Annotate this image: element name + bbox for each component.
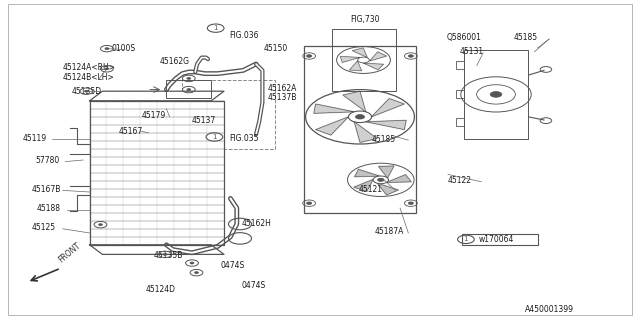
Text: 45167: 45167 bbox=[118, 127, 143, 136]
Text: 45187A: 45187A bbox=[374, 228, 404, 236]
Text: 45119: 45119 bbox=[22, 134, 47, 143]
Text: 0474S: 0474S bbox=[221, 261, 245, 270]
Bar bbox=[464, 50, 528, 139]
Text: 45135B: 45135B bbox=[154, 252, 183, 260]
Text: 57780: 57780 bbox=[35, 156, 60, 165]
Text: 1: 1 bbox=[463, 236, 468, 242]
Text: 45150: 45150 bbox=[264, 44, 288, 53]
Polygon shape bbox=[355, 169, 380, 177]
Text: 1: 1 bbox=[213, 25, 218, 31]
Text: FRONT: FRONT bbox=[56, 241, 82, 265]
Text: 45122: 45122 bbox=[448, 176, 472, 185]
Text: 1: 1 bbox=[212, 134, 217, 140]
Circle shape bbox=[408, 202, 413, 204]
Bar bbox=[456, 61, 464, 69]
Circle shape bbox=[356, 115, 365, 119]
Text: 45137: 45137 bbox=[192, 116, 216, 124]
Text: 45131: 45131 bbox=[460, 47, 484, 56]
Polygon shape bbox=[364, 63, 383, 70]
Polygon shape bbox=[366, 120, 406, 130]
Text: 0474S: 0474S bbox=[242, 281, 266, 290]
Circle shape bbox=[490, 92, 502, 97]
Text: 45135D: 45135D bbox=[72, 87, 102, 96]
Bar bbox=[166, 80, 211, 98]
Circle shape bbox=[105, 68, 109, 70]
Bar bbox=[182, 80, 275, 149]
Text: 45162A: 45162A bbox=[268, 84, 297, 92]
Polygon shape bbox=[340, 56, 360, 62]
Bar bbox=[462, 234, 538, 245]
Bar bbox=[304, 46, 416, 213]
Text: 45185: 45185 bbox=[513, 33, 538, 42]
Polygon shape bbox=[314, 104, 355, 113]
Text: Q586001: Q586001 bbox=[447, 33, 481, 42]
Polygon shape bbox=[90, 245, 224, 254]
Circle shape bbox=[190, 262, 194, 264]
Polygon shape bbox=[355, 122, 377, 142]
Circle shape bbox=[99, 224, 102, 226]
Polygon shape bbox=[354, 179, 373, 191]
Circle shape bbox=[105, 48, 109, 50]
Text: 45124D: 45124D bbox=[146, 285, 176, 294]
Text: 45124B<LH>: 45124B<LH> bbox=[63, 73, 115, 82]
Bar bbox=[332, 29, 396, 91]
Polygon shape bbox=[387, 175, 412, 182]
Circle shape bbox=[307, 55, 312, 57]
Polygon shape bbox=[316, 117, 349, 135]
Polygon shape bbox=[349, 61, 362, 71]
Polygon shape bbox=[370, 52, 387, 61]
Circle shape bbox=[358, 57, 369, 63]
Text: 45124A<RH>: 45124A<RH> bbox=[63, 63, 116, 72]
Circle shape bbox=[187, 89, 191, 91]
Text: FIG.035: FIG.035 bbox=[229, 134, 259, 143]
Text: FIG.036: FIG.036 bbox=[229, 31, 259, 40]
Text: 45167B: 45167B bbox=[32, 185, 61, 194]
Polygon shape bbox=[90, 101, 224, 245]
Circle shape bbox=[187, 77, 191, 79]
Polygon shape bbox=[371, 99, 404, 117]
Circle shape bbox=[163, 253, 167, 255]
Circle shape bbox=[307, 202, 312, 204]
Text: A450001399: A450001399 bbox=[525, 305, 574, 314]
Text: 45125: 45125 bbox=[32, 223, 56, 232]
Circle shape bbox=[84, 90, 88, 92]
Polygon shape bbox=[352, 48, 367, 57]
Circle shape bbox=[373, 176, 388, 184]
Polygon shape bbox=[90, 91, 224, 101]
Circle shape bbox=[378, 178, 384, 181]
Text: 45162H: 45162H bbox=[242, 220, 272, 228]
Circle shape bbox=[408, 55, 413, 57]
Text: 45121: 45121 bbox=[358, 185, 383, 194]
Text: 45179: 45179 bbox=[142, 111, 166, 120]
Bar bbox=[456, 118, 464, 126]
Bar bbox=[456, 90, 464, 98]
Circle shape bbox=[349, 111, 371, 123]
Text: w170064: w170064 bbox=[479, 235, 514, 244]
Text: 45137B: 45137B bbox=[268, 93, 297, 102]
Polygon shape bbox=[378, 183, 399, 195]
Text: 45162G: 45162G bbox=[160, 57, 190, 66]
Polygon shape bbox=[343, 91, 366, 112]
Polygon shape bbox=[378, 166, 394, 178]
Text: 45185: 45185 bbox=[371, 135, 396, 144]
Text: 0100S: 0100S bbox=[112, 44, 136, 53]
Circle shape bbox=[195, 272, 198, 274]
Text: FIG,730: FIG,730 bbox=[350, 15, 380, 24]
Text: 45188: 45188 bbox=[37, 204, 61, 213]
